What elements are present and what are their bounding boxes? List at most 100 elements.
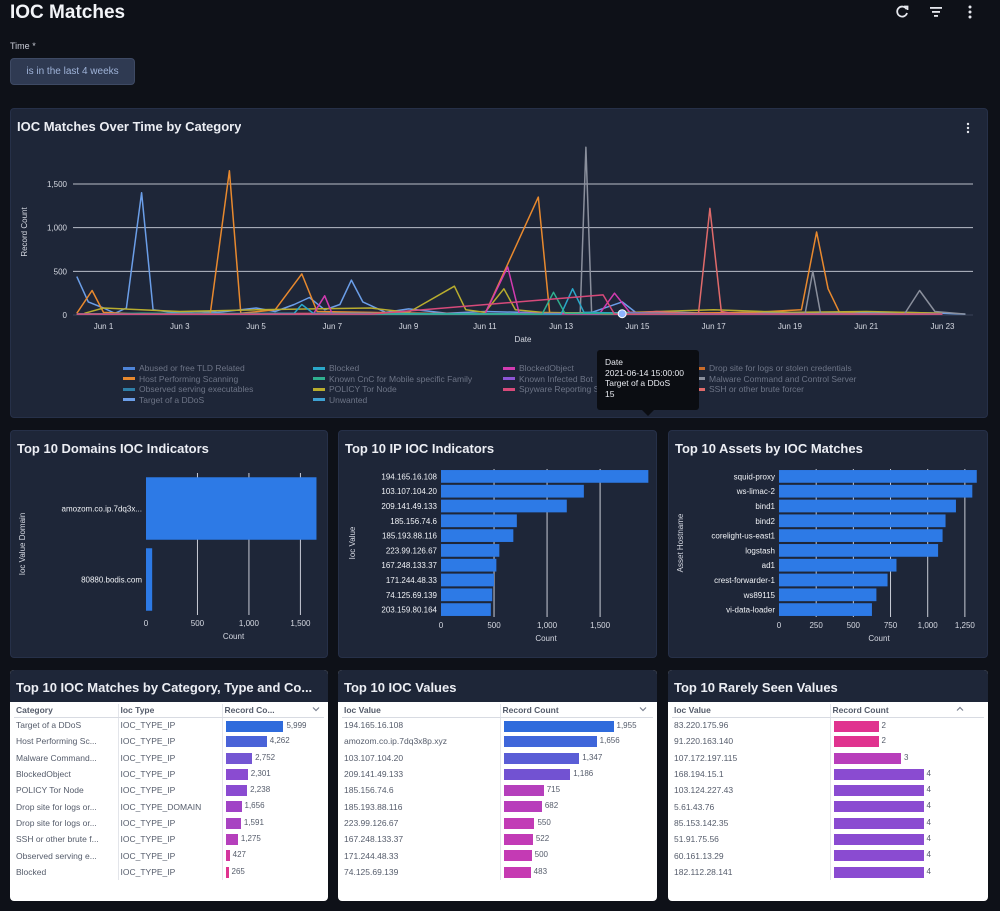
table-row[interactable]: 103.124.227.43 4 bbox=[672, 782, 984, 799]
col-ioc-value[interactable]: Ioc Value bbox=[672, 704, 830, 718]
legend-swatch bbox=[123, 387, 135, 391]
table-row[interactable]: 60.161.13.29 4 bbox=[672, 847, 984, 864]
count-cell: 715 bbox=[499, 782, 653, 799]
table-row[interactable]: SSH or other brute f... IOC_TYPE_IP 1,275 bbox=[14, 831, 324, 848]
legend-item[interactable]: Blocked bbox=[313, 363, 503, 374]
sort-desc-icon[interactable] bbox=[639, 705, 647, 715]
count-cell: 2 bbox=[829, 733, 984, 750]
ioc-type-cell: IOC_TYPE_DOMAIN bbox=[117, 798, 222, 815]
legend-swatch bbox=[693, 366, 705, 370]
table-row[interactable]: 194.165.16.108 1,955 bbox=[342, 717, 653, 734]
legend-item[interactable]: POLICY Tor Node bbox=[313, 384, 503, 395]
table-row[interactable]: 91.220.163.140 2 bbox=[672, 733, 984, 750]
table-row[interactable]: 185.193.88.116 682 bbox=[342, 798, 653, 815]
bar-category-label: corelight-us-east1 bbox=[711, 532, 775, 541]
filter-icon[interactable] bbox=[928, 4, 944, 20]
legend-item[interactable]: Malware Command and Control Server bbox=[693, 374, 903, 385]
ioc-value-cell: 182.112.28.141 bbox=[674, 866, 733, 877]
table-row[interactable]: 167.248.133.37 522 bbox=[342, 831, 653, 848]
table-row[interactable]: Observed serving e... IOC_TYPE_IP 427 bbox=[14, 847, 324, 864]
table-row[interactable]: POLICY Tor Node IOC_TYPE_IP 2,238 bbox=[14, 782, 324, 799]
table-row[interactable]: amozom.co.ip.7dq3x8p.xyz 1,656 bbox=[342, 733, 653, 750]
count-bar bbox=[225, 752, 253, 764]
col-category[interactable]: Category bbox=[14, 704, 118, 718]
count-bar bbox=[503, 817, 535, 829]
table-row[interactable]: 168.194.15.1 4 bbox=[672, 765, 984, 783]
legend-item[interactable]: Abused or free TLD Related bbox=[123, 363, 313, 374]
bar bbox=[441, 499, 567, 513]
table-row[interactable]: Malware Command... IOC_TYPE_IP 2,752 bbox=[14, 749, 324, 766]
x-tick-label: Jun 23 bbox=[930, 322, 955, 331]
table-row[interactable]: Drop site for logs or... IOC_TYPE_DOMAIN 1… bbox=[14, 798, 324, 815]
rare-values-table-panel: Top 10 Rarely Seen Values Ioc Value Reco… bbox=[668, 670, 988, 901]
time-filter-chip[interactable]: is in the last 4 weeks bbox=[10, 58, 135, 85]
table-row[interactable]: 51.91.75.56 4 bbox=[672, 831, 984, 848]
legend-item[interactable]: SSH or other brute forcer bbox=[693, 384, 903, 395]
count-bar bbox=[833, 720, 879, 732]
table-row[interactable]: 185.156.74.6 715 bbox=[342, 782, 653, 799]
table-row[interactable]: Target of a DDoS IOC_TYPE_IP 5,999 bbox=[14, 717, 324, 734]
count-value: 2 bbox=[881, 720, 886, 730]
table-row[interactable]: 85.153.142.35 4 bbox=[672, 814, 984, 832]
ioc-values-table-header-bar bbox=[338, 670, 657, 702]
table-row[interactable]: 83.220.175.96 2 bbox=[672, 717, 984, 734]
count-bar bbox=[503, 736, 597, 748]
ioc-value-cell: 209.141.49.133 bbox=[344, 769, 404, 780]
x-tick-label: 1,500 bbox=[290, 619, 311, 628]
count-value: 1,186 bbox=[573, 768, 594, 778]
bar-category-label: 74.125.69.139 bbox=[386, 591, 438, 600]
legend-item[interactable]: Known Infected Bot bbox=[503, 374, 693, 385]
col-record-count[interactable]: Record Count bbox=[829, 704, 984, 718]
category-cell: Blocked bbox=[16, 866, 47, 877]
table-row[interactable]: Blocked IOC_TYPE_IP 265 bbox=[14, 863, 324, 880]
panel-menu-icon[interactable] bbox=[963, 121, 973, 139]
table-row[interactable]: 103.107.104.20 1,347 bbox=[342, 749, 653, 766]
count-cell: 5,999 bbox=[221, 717, 324, 734]
legend-item[interactable]: Unwanted bbox=[313, 395, 503, 406]
legend-item[interactable]: Observed serving executables bbox=[123, 384, 313, 395]
legend-item[interactable]: BlockedObject bbox=[503, 363, 693, 374]
legend-item[interactable]: Drop site for logs or stolen credentials bbox=[693, 363, 903, 374]
rare-values-table: Ioc Value Record Count 83.220.175.96 2 91.… bbox=[672, 704, 984, 880]
col-ioc-type[interactable]: Ioc Type bbox=[117, 704, 222, 718]
table-row[interactable]: 182.112.28.141 4 bbox=[672, 863, 984, 880]
y-tick-label: 1,000 bbox=[47, 224, 68, 233]
category-cell: Observed serving e... bbox=[16, 850, 97, 861]
x-axis-title: Count bbox=[223, 632, 245, 641]
col-record-count[interactable]: Record Count bbox=[499, 704, 653, 718]
legend-label: SSH or other brute forcer bbox=[709, 384, 804, 395]
more-vert-icon[interactable] bbox=[962, 4, 978, 20]
sort-desc-icon[interactable] bbox=[312, 705, 320, 715]
category-cell: POLICY Tor Node bbox=[16, 785, 84, 796]
table-row[interactable]: 107.172.197.115 3 bbox=[672, 749, 984, 766]
col-record-count[interactable]: Record Co... bbox=[221, 704, 324, 718]
count-cell: 1,656 bbox=[221, 798, 324, 815]
table-row[interactable]: Host Performing Sc... IOC_TYPE_IP 4,262 bbox=[14, 733, 324, 750]
ioc-value-cell: 51.91.75.56 bbox=[674, 834, 719, 845]
legend-item[interactable]: Known CnC for Mobile specific Family bbox=[313, 374, 503, 385]
x-tick-label: 1,000 bbox=[239, 619, 260, 628]
table-row[interactable]: 209.141.49.133 1,186 bbox=[342, 765, 653, 783]
legend-item[interactable]: Target of a DDoS bbox=[123, 395, 313, 406]
sort-asc-icon[interactable] bbox=[956, 705, 964, 715]
count-cell: 522 bbox=[499, 831, 653, 848]
table-row[interactable]: 171.244.48.33 500 bbox=[342, 847, 653, 864]
legend-label: Target of a DDoS bbox=[139, 394, 205, 405]
table-row[interactable]: BlockedObject IOC_TYPE_IP 2,301 bbox=[14, 765, 324, 783]
count-bar bbox=[225, 850, 230, 862]
count-value: 4 bbox=[926, 768, 931, 778]
count-cell: 483 bbox=[499, 863, 653, 880]
bar-category-label: 80880.bodis.com bbox=[81, 576, 142, 585]
table-row[interactable]: Drop site for logs or... IOC_TYPE_IP 1,591 bbox=[14, 814, 324, 832]
x-axis-title: Count bbox=[535, 634, 557, 643]
refresh-icon[interactable] bbox=[894, 4, 910, 20]
legend-item[interactable]: Spyware Reporting Server bbox=[503, 384, 693, 395]
count-bar bbox=[225, 801, 242, 813]
table-row[interactable]: 223.99.126.67 550 bbox=[342, 814, 653, 832]
legend-item[interactable]: Host Performing Scanning bbox=[123, 374, 313, 385]
col-ioc-value[interactable]: Ioc Value bbox=[342, 704, 500, 718]
table-row[interactable]: 5.61.43.76 4 bbox=[672, 798, 984, 815]
table-row[interactable]: 74.125.69.139 483 bbox=[342, 863, 653, 880]
col-record-count-label: Record Co... bbox=[224, 705, 275, 716]
x-tick-label: Jun 19 bbox=[778, 322, 803, 331]
